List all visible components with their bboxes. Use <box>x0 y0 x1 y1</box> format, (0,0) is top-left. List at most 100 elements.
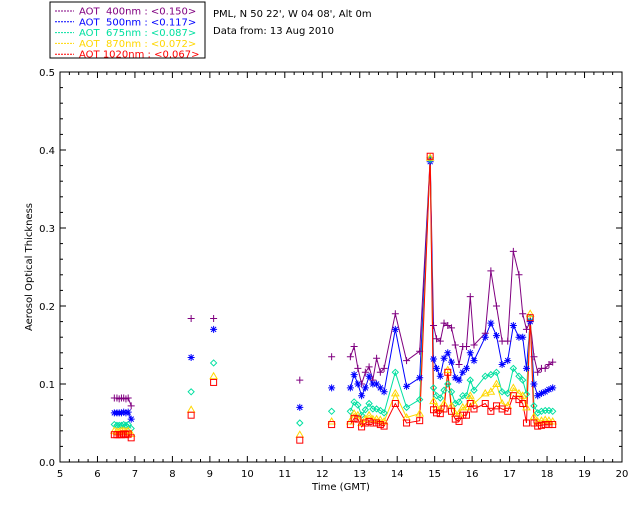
series-5-point <box>391 400 399 407</box>
series-2-point <box>328 384 336 392</box>
series-3-point <box>327 407 336 416</box>
series-2-point <box>391 325 399 333</box>
y-tick-label: 0.1 <box>39 380 55 391</box>
series-2-point <box>459 368 467 376</box>
series-2-point <box>487 319 495 327</box>
series-2-point <box>416 374 424 382</box>
series-2-point <box>463 364 471 372</box>
series-markers <box>109 152 558 444</box>
series-5-point <box>470 405 478 413</box>
series-4-point <box>327 416 337 425</box>
site-location: PML, N 50 22', W 04 08', Alt 0m <box>213 9 372 20</box>
legend-box <box>49 1 206 59</box>
series-5-point <box>416 417 424 425</box>
series-3-point <box>350 398 358 406</box>
x-tick-label: 6 <box>94 469 100 480</box>
series-1-legend-label: AOT 400nm : <0.150> <box>79 7 196 18</box>
series-2-point <box>436 372 444 380</box>
series-5-point <box>515 396 523 404</box>
series-4-point <box>544 416 554 424</box>
series-2-point <box>509 322 517 329</box>
series-1-point <box>522 325 530 333</box>
series-3-point <box>498 388 506 396</box>
series-3-point <box>492 368 501 377</box>
series-1-point <box>127 402 135 410</box>
series-5-point <box>403 419 411 427</box>
series-1-point <box>403 357 411 365</box>
series-2-point <box>515 333 523 341</box>
series-2-point <box>124 408 132 416</box>
series-4-point <box>454 409 464 417</box>
series-3-point <box>365 399 373 408</box>
series-4-point <box>390 388 400 397</box>
series-5-point <box>448 407 456 415</box>
series-5-point <box>117 431 125 439</box>
series-3-point <box>346 407 355 416</box>
series-2-point <box>530 380 538 388</box>
series-5-point <box>380 422 388 430</box>
series-3-point <box>522 390 531 398</box>
series-4-point <box>548 416 558 425</box>
series-4-point <box>508 383 518 391</box>
series-2-point <box>430 355 438 363</box>
series-1-point <box>504 337 512 345</box>
series-3-point <box>436 394 444 402</box>
series-5-point <box>463 411 471 419</box>
series-1-point <box>466 293 474 301</box>
series-2-point <box>127 415 135 423</box>
series-1-point <box>534 368 542 376</box>
series-1-point <box>541 364 549 372</box>
series-1-point <box>530 353 538 361</box>
series-2-point <box>534 392 542 400</box>
x-axis: 5 6 7 8 9 10 11 12 13 14 15 16 17 18 19 20 <box>57 72 628 480</box>
series-2-point <box>210 325 218 333</box>
series-1-point <box>350 343 358 351</box>
series-1-point <box>361 368 369 376</box>
series-1-point <box>430 322 438 329</box>
series-4-point <box>425 153 435 161</box>
series-5-point <box>296 436 304 444</box>
series-5-point <box>365 417 373 425</box>
series-1-point <box>380 364 388 372</box>
series-3-point <box>530 402 538 410</box>
y-axis: 0.0 0.1 0.2 0.3 0.4 0.5 <box>39 68 622 469</box>
series-5-point <box>328 421 336 429</box>
series-3-point <box>440 386 448 394</box>
x-tick-label: 12 <box>316 469 329 480</box>
series-4-point <box>379 416 389 425</box>
series-4-point <box>540 415 550 423</box>
series-5-point <box>127 434 135 442</box>
series-2-point <box>117 409 125 417</box>
series-2-point <box>545 385 553 393</box>
series-2-point <box>354 380 362 388</box>
series-5-point <box>369 419 377 427</box>
series-3-point <box>481 372 489 380</box>
series-3-point <box>455 398 463 406</box>
series-4-legend-label: AOT 870nm : <0.072> <box>79 39 196 50</box>
series-1-point <box>346 353 354 361</box>
series-2-point <box>444 349 452 357</box>
series-4-point <box>514 388 524 397</box>
x-tick-label: 11 <box>278 469 291 480</box>
series-4-point <box>349 409 359 417</box>
series-1-point <box>296 376 304 384</box>
series-5-point <box>466 400 474 407</box>
series-2-point <box>403 382 411 390</box>
series-3-point <box>444 380 452 388</box>
series-1-point <box>492 302 500 310</box>
series-1-point <box>376 368 384 376</box>
series-3-point <box>354 401 362 409</box>
x-tick-label: 10 <box>241 469 254 480</box>
series-3-point <box>432 391 441 400</box>
series-1-point <box>391 310 399 318</box>
series-5-point <box>346 421 354 429</box>
series-3-point <box>372 405 381 413</box>
series-4-point <box>364 410 374 419</box>
x-tick-label: 18 <box>541 469 554 480</box>
series-4-point <box>353 410 363 419</box>
series-5-point <box>210 378 218 386</box>
series-1-point <box>470 341 478 349</box>
series-1-point <box>455 361 463 368</box>
series-2-point <box>373 380 381 388</box>
